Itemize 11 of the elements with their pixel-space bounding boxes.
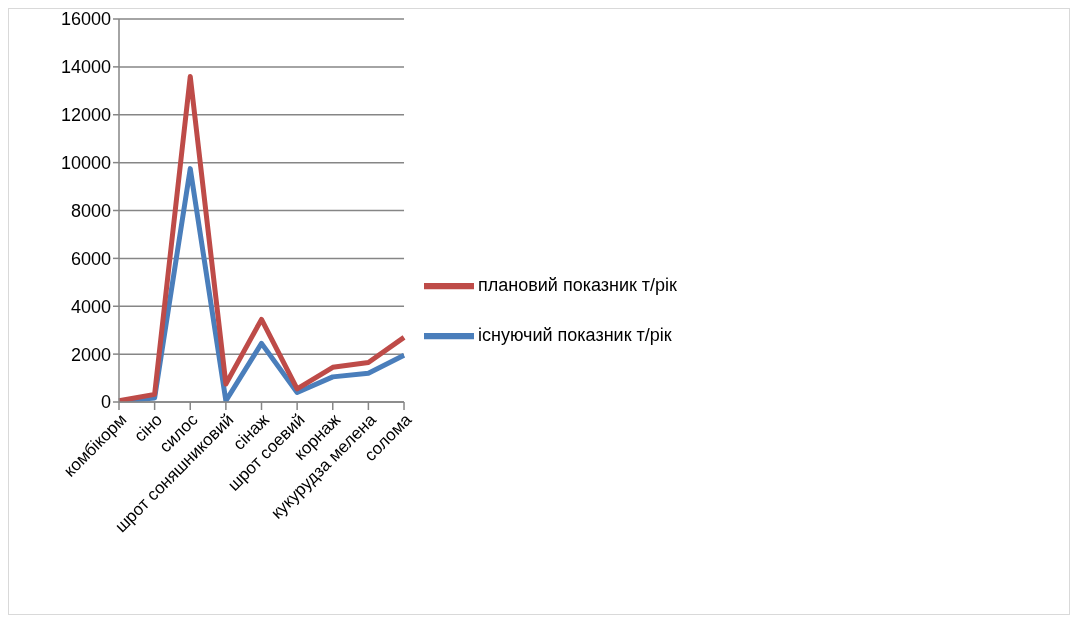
y-tick-label: 8000 — [70, 200, 111, 221]
y-tick-label: 14000 — [60, 57, 111, 78]
y-tick-label: 0 — [100, 392, 111, 413]
y-tick-label: 12000 — [60, 105, 111, 126]
legend-label: плановий показник т/рік — [478, 274, 677, 295]
y-tick-label: 4000 — [70, 296, 111, 317]
y-tick-label: 10000 — [60, 153, 111, 174]
y-tick-label: 2000 — [70, 344, 111, 365]
y-tick-label: 6000 — [70, 248, 111, 269]
legend-label: існуючий показник т/рік — [478, 324, 672, 345]
y-tick-label: 16000 — [60, 9, 111, 30]
